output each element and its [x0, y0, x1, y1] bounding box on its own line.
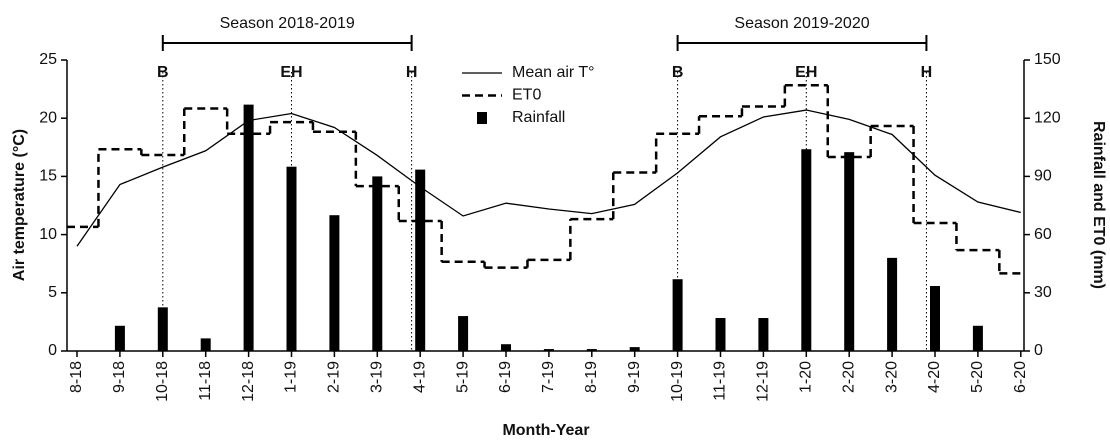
marker-label: B [157, 64, 169, 81]
y2-tick-label: 90 [1034, 168, 1052, 185]
y2-axis-label: Rainfall and ET0 (mm) [1090, 121, 1107, 289]
legend-label: Mean air T° [512, 64, 595, 81]
x-tick-label: 4-20 [926, 361, 943, 393]
season-label: Season 2019-2020 [734, 15, 869, 32]
x-tick-label: 9-18 [111, 361, 128, 393]
legend-swatch [477, 112, 487, 124]
line [76, 109, 1021, 247]
x-tick-label: 1-19 [283, 361, 300, 393]
bar [114, 325, 125, 351]
x-tick-label: 6-19 [497, 361, 514, 393]
y2-tick-label: 0 [1034, 342, 1043, 359]
x-tick-label: 10-19 [669, 361, 686, 402]
x-tick-label: 10-18 [154, 361, 171, 402]
bar [801, 149, 812, 351]
bar [329, 215, 340, 351]
y-tick-label: 10 [39, 226, 57, 243]
bar [157, 307, 168, 351]
bar [930, 286, 940, 351]
bar [415, 169, 426, 351]
marker-label: B [672, 64, 684, 81]
bar [286, 166, 297, 351]
x-tick-label: 5-19 [454, 361, 471, 393]
season-label: Season 2018-2019 [220, 15, 355, 32]
x-tick-label: 2-19 [326, 361, 343, 393]
legend-label: Rainfall [512, 109, 565, 126]
x-tick-label: 1-20 [798, 361, 815, 393]
x-tick-label: 5-20 [969, 361, 986, 393]
legend-label: ET0 [512, 87, 541, 104]
y-tick-label: 25 [39, 51, 57, 68]
bar [586, 349, 597, 351]
x-tick-label: 4-19 [411, 361, 428, 393]
y-tick-label: 0 [48, 342, 57, 359]
bar [458, 316, 469, 351]
x-tick-label: 12-18 [240, 361, 257, 402]
bar [672, 279, 683, 351]
x-tick-label: 6-20 [1012, 361, 1029, 393]
marker-label: H [406, 64, 418, 81]
y-tick-label: 5 [48, 284, 57, 301]
bar [715, 318, 726, 351]
bar [243, 104, 254, 352]
y2-tick-label: 30 [1034, 284, 1052, 301]
bar [372, 176, 383, 351]
x-tick-label: 11-18 [197, 361, 214, 401]
bar [758, 318, 769, 351]
bar [543, 349, 554, 351]
x-axis-label: Month-Year [502, 422, 589, 439]
marker-label: EH [795, 64, 817, 81]
x-tick-label: 3-19 [369, 361, 386, 393]
bar [844, 152, 855, 351]
x-tick-label: 7-19 [540, 361, 557, 393]
x-tick-label: 11-19 [712, 361, 729, 401]
bar [629, 347, 640, 351]
bar [200, 338, 211, 351]
bar [887, 257, 898, 351]
marker-label: EH [280, 64, 302, 81]
y-tick-label: 20 [39, 109, 57, 126]
x-tick-label: 2-20 [840, 361, 857, 393]
y-tick-label: 15 [39, 168, 57, 185]
y2-tick-label: 60 [1034, 226, 1052, 243]
y2-tick-label: 120 [1034, 109, 1061, 126]
y2-tick-label: 150 [1034, 51, 1061, 68]
marker-label: H [921, 64, 933, 81]
x-tick-label: 3-20 [883, 361, 900, 393]
bar [972, 325, 983, 351]
bar [501, 344, 511, 351]
y-axis-label: Air temperature (°C) [11, 129, 28, 281]
x-tick-label: 12-19 [755, 361, 772, 402]
x-tick-label: 8-18 [68, 361, 85, 393]
x-tick-label: 9-19 [626, 361, 643, 393]
x-tick-label: 8-19 [583, 361, 600, 393]
